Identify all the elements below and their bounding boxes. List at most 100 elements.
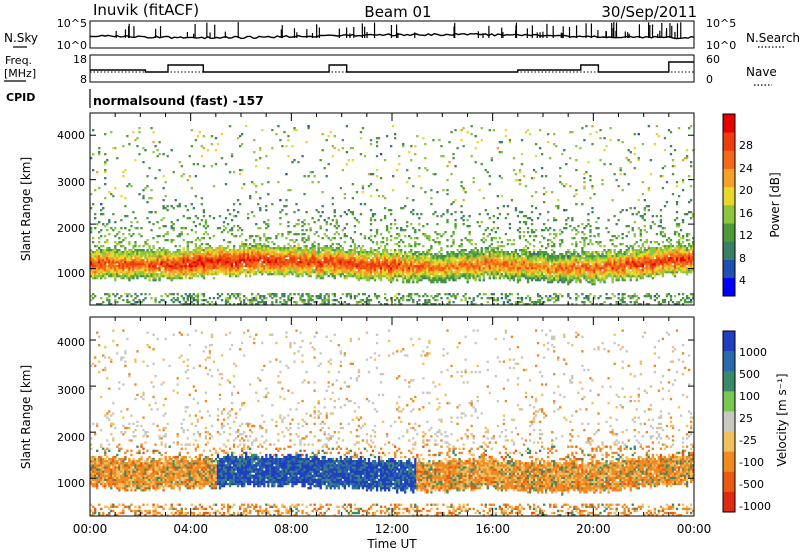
echo-cell xyxy=(130,269,133,272)
echo-cell xyxy=(249,197,252,200)
echo-cell xyxy=(152,271,155,274)
echo-cell xyxy=(472,303,475,306)
echo-cell xyxy=(140,235,143,238)
echo-cell xyxy=(307,259,310,262)
echo-cell xyxy=(547,265,550,268)
echo-cell xyxy=(140,273,143,276)
echo-cell xyxy=(408,261,411,264)
echo-cell xyxy=(160,251,163,254)
echo-cell xyxy=(100,213,103,216)
echo-cell xyxy=(132,275,135,278)
echo-cell xyxy=(486,235,489,238)
echo-cell xyxy=(96,263,99,266)
echo-cell xyxy=(212,251,216,254)
echo-cell xyxy=(182,297,185,300)
echo-cell xyxy=(446,179,449,182)
echo-cell xyxy=(543,279,546,282)
echo-cell xyxy=(466,265,469,268)
echo-cell xyxy=(311,253,314,256)
echo-cell xyxy=(526,253,530,256)
echo-cell xyxy=(160,255,163,258)
echo-cell xyxy=(538,249,542,252)
echo-cell xyxy=(283,293,286,296)
echo-cell xyxy=(285,199,288,202)
echo-cell xyxy=(331,197,334,200)
echo-cell xyxy=(528,235,532,238)
echo-cell xyxy=(333,267,336,270)
echo-cell xyxy=(383,259,387,262)
echo-cell xyxy=(385,269,389,272)
echo-cell xyxy=(518,171,522,174)
echo-cell xyxy=(379,261,383,264)
echo-cell xyxy=(518,259,522,262)
echo-cell xyxy=(140,255,143,258)
echo-cell xyxy=(271,247,274,250)
echo-cell xyxy=(309,261,312,264)
echo-cell xyxy=(410,251,413,254)
echo-cell xyxy=(317,257,320,260)
echo-cell xyxy=(504,135,508,138)
echo-cell xyxy=(446,265,449,268)
echo-cell xyxy=(383,261,387,264)
echo-cell xyxy=(245,253,248,256)
echo-cell xyxy=(357,245,361,248)
echo-cell xyxy=(172,269,175,272)
echo-cell xyxy=(297,265,300,268)
echo-cell xyxy=(392,259,395,262)
echo-cell xyxy=(263,265,266,268)
echo-cell xyxy=(512,275,516,278)
echo-cell xyxy=(458,253,461,256)
echo-cell xyxy=(190,269,193,272)
echo-cell xyxy=(351,273,355,276)
echo-cell xyxy=(249,247,252,250)
echo-cell xyxy=(454,261,457,264)
echo-cell xyxy=(512,261,516,264)
echo-cell xyxy=(176,205,179,208)
echo-cell xyxy=(200,259,204,262)
echo-cell xyxy=(174,299,177,302)
echo-cell xyxy=(534,229,538,232)
echo-cell xyxy=(297,257,300,260)
echo-cell xyxy=(234,293,238,296)
echo-cell xyxy=(365,263,369,266)
echo-cell xyxy=(279,257,282,260)
echo-cell xyxy=(454,129,457,132)
echo-cell xyxy=(472,275,475,278)
echo-cell xyxy=(224,299,228,302)
echo-cell xyxy=(234,259,238,262)
echo-cell xyxy=(110,259,113,262)
echo-cell xyxy=(436,253,439,256)
echo-cell xyxy=(164,225,167,228)
echo-cell xyxy=(516,277,520,280)
echo-cell xyxy=(547,277,550,280)
echo-cell xyxy=(371,261,375,264)
echo-cell xyxy=(410,245,413,248)
echo-cell xyxy=(464,297,467,300)
echo-cell xyxy=(456,257,459,260)
echo-cell xyxy=(243,261,246,264)
echo-cell xyxy=(216,269,220,272)
echo-cell xyxy=(186,217,189,220)
echo-cell xyxy=(234,263,238,266)
echo-cell xyxy=(528,297,532,300)
echo-cell xyxy=(343,235,346,238)
echo-cell xyxy=(92,255,95,258)
echo-cell xyxy=(472,267,475,270)
echo-cell xyxy=(381,257,385,260)
echo-cell xyxy=(436,295,439,298)
echo-cell xyxy=(126,263,129,266)
echo-cell xyxy=(323,253,326,256)
echo-cell xyxy=(259,245,262,248)
echo-cell xyxy=(373,279,377,282)
echo-cell xyxy=(345,253,348,256)
echo-cell xyxy=(202,275,206,278)
echo-cell xyxy=(110,251,113,254)
echo-cell xyxy=(538,301,542,304)
echo-cell xyxy=(369,239,373,242)
echo-cell xyxy=(247,261,250,264)
echo-cell xyxy=(293,265,296,268)
echo-cell xyxy=(148,247,151,250)
echo-cell xyxy=(422,233,425,236)
echo-cell xyxy=(466,253,469,256)
echo-cell xyxy=(351,251,355,254)
